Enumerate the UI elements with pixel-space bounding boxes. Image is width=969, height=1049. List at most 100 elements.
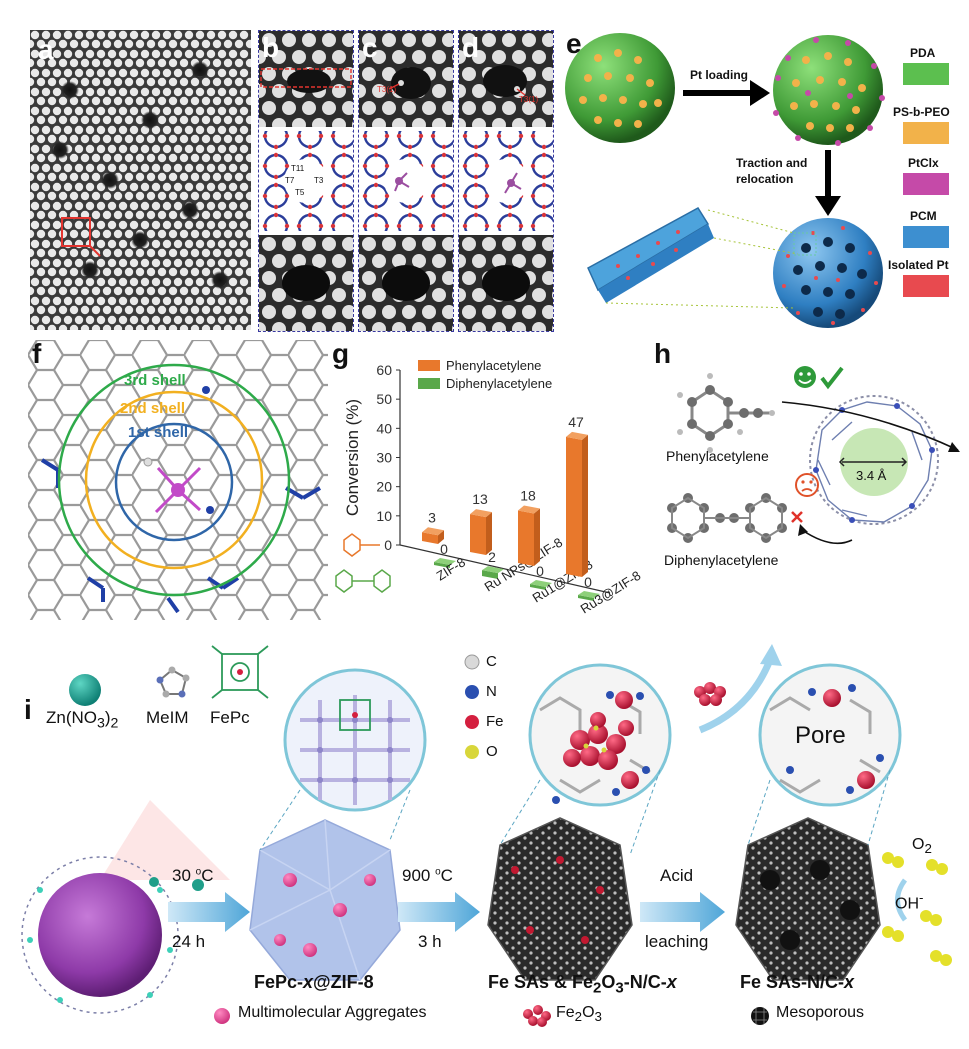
product-name-1: FePc-x@ZIF-8 — [254, 972, 374, 992]
pt-loading-label: Pt loading — [690, 68, 748, 82]
pt-loaded-sphere — [773, 35, 883, 145]
product-name-2: Fe SAs & Fe2O3-N/C-x — [488, 972, 677, 997]
y-axis-label: Conversion (%) — [343, 399, 362, 516]
zif8-crystal — [249, 819, 401, 981]
panel-c: T3(1) c — [358, 30, 454, 332]
panel-a-stem-image: a — [30, 30, 251, 330]
precursor-sphere — [38, 873, 162, 997]
panel-label-i: i — [24, 694, 32, 725]
atom-n-label: N — [486, 683, 497, 700]
legend-ptclx: PtClx — [908, 156, 939, 170]
site-label-c: T3(1) — [377, 85, 397, 94]
panel-label-d: d — [462, 32, 480, 63]
bar-phenylacetylene-side — [534, 508, 540, 566]
panel-label-h: h — [654, 340, 672, 369]
site-label-d: T3(1) — [519, 95, 539, 104]
bar-diphenylacetylene-top — [434, 558, 456, 565]
bar-diphenylacetylene-top — [578, 591, 600, 598]
legend-label: Phenylacetylene — [446, 358, 541, 373]
panel-d: T3(1) d — [458, 30, 554, 332]
y-tick-label: 60 — [376, 362, 392, 378]
o2-label: O2 — [912, 836, 932, 857]
legend-swatch — [418, 360, 440, 371]
y-tick-label: 50 — [376, 391, 392, 407]
bar-phenylacetylene-side — [438, 530, 444, 544]
step3-acid: Acid — [660, 866, 694, 885]
traction-label-1: Traction and — [736, 156, 808, 170]
bar-phenylacetylene — [470, 514, 486, 555]
bar-phenylacetylene-top — [470, 509, 492, 518]
pore-size-label: 3.4 Å — [856, 468, 887, 483]
legend-pda: PDA — [910, 46, 936, 60]
bar-diphenylacetylene-top — [482, 566, 504, 574]
oh-label: OH- — [895, 890, 924, 913]
traction-label-2: relocation — [736, 172, 794, 186]
y-tick-label: 40 — [376, 420, 392, 436]
melm-label: MeIM — [146, 708, 189, 727]
panel-label-a: a — [38, 34, 54, 65]
pore-label: Pore — [795, 722, 846, 749]
product-name-3: Fe SAs-N/C-x — [740, 972, 855, 992]
data-label-diphenylacetylene: 0 — [536, 563, 544, 579]
data-label-phenylacetylene: 3 — [428, 509, 436, 525]
step1-temp: 30 oC — [172, 866, 214, 885]
step2-temp: 900 oC — [402, 866, 453, 885]
diphenylacetylene-sketch — [335, 569, 391, 593]
legend-ps-b-peo: PS-b-PEO — [893, 105, 950, 119]
svg-text:T11: T11 — [291, 164, 305, 173]
zinc-ion-icon — [69, 674, 101, 706]
y-tick-label: 30 — [376, 450, 392, 466]
legend-fe2o3: Fe2O3 — [556, 1004, 602, 1025]
y-tick-label: 10 — [376, 508, 392, 524]
step1-time: 24 h — [172, 932, 206, 951]
panel-f-shell-diagram: 3rd shell 2nd shell 1st shell f — [28, 340, 328, 620]
legend-swatch — [418, 378, 440, 389]
panel-label-f: f — [32, 340, 42, 369]
pda-sphere — [565, 33, 675, 143]
legend-aggregates: Multimolecular Aggregates — [238, 1004, 427, 1021]
bar-phenylacetylene — [518, 510, 534, 566]
bar-phenylacetylene-side — [582, 434, 588, 577]
panel-h: Phenylacetylene Diphenylacetylene 3.4 Å … — [652, 340, 964, 600]
data-label-phenylacetylene: 47 — [568, 414, 584, 430]
fepc-icon — [211, 645, 269, 699]
bar-phenylacetylene — [566, 436, 582, 577]
shell-2-label: 2nd shell — [120, 400, 186, 417]
data-label-phenylacetylene: 18 — [520, 488, 536, 504]
panel-label-c: c — [362, 32, 378, 63]
y-tick-label: 20 — [376, 479, 392, 495]
diphenylacetylene-label: Diphenylacetylene — [664, 552, 779, 568]
step2-time: 3 h — [418, 932, 442, 951]
bar-phenylacetylene-top — [518, 505, 540, 514]
data-label-phenylacetylene: 13 — [472, 491, 488, 507]
fepc-label: FePc — [210, 708, 250, 727]
shell-1-label: 1st shell — [128, 424, 189, 441]
phenylacetylene-sketch — [343, 533, 380, 557]
bar-phenylacetylene-top — [566, 431, 588, 440]
panel-label-g: g — [332, 340, 350, 369]
svg-text:T3: T3 — [314, 176, 324, 185]
bar-phenylacetylene — [422, 532, 438, 544]
fe-sas-nc-crystal — [735, 817, 881, 981]
svg-text:T7: T7 — [285, 176, 295, 185]
bar-diphenylacetylene — [530, 584, 546, 590]
step3-leaching: leaching — [645, 932, 709, 951]
bar-diphenylacetylene-top — [530, 580, 552, 587]
legend-isolated-pt: Isolated Pt — [888, 258, 949, 272]
panel-g-chart: 0 10 20 30 40 50 60 Conversion (%) 3 0 ZIF-8 13 2 Ru … — [330, 340, 650, 640]
bar-diphenylacetylene — [434, 562, 450, 568]
phenylacetylene-label: Phenylacetylene — [666, 448, 769, 464]
zn-label: Zn(NO3)2 — [46, 708, 119, 732]
legend-mesoporous: Mesoporous — [776, 1004, 865, 1021]
bar-diphenylacetylene — [482, 570, 498, 579]
atom-fe-label: Fe — [486, 713, 504, 730]
shell-3-label: 3rd shell — [124, 372, 186, 389]
legend-pcm: PCM — [910, 209, 937, 223]
legend-label: Diphenylacetylene — [446, 376, 552, 391]
data-label-diphenylacetylene: 0 — [584, 574, 592, 590]
panel-i: i Zn(NO3)2 MeIM FePc C N Fe O 30 oC 24 h… — [0, 640, 969, 1049]
data-label-diphenylacetylene: 0 — [440, 541, 448, 557]
panel-label-b: b — [262, 32, 280, 63]
atom-o-label: O — [486, 743, 498, 760]
